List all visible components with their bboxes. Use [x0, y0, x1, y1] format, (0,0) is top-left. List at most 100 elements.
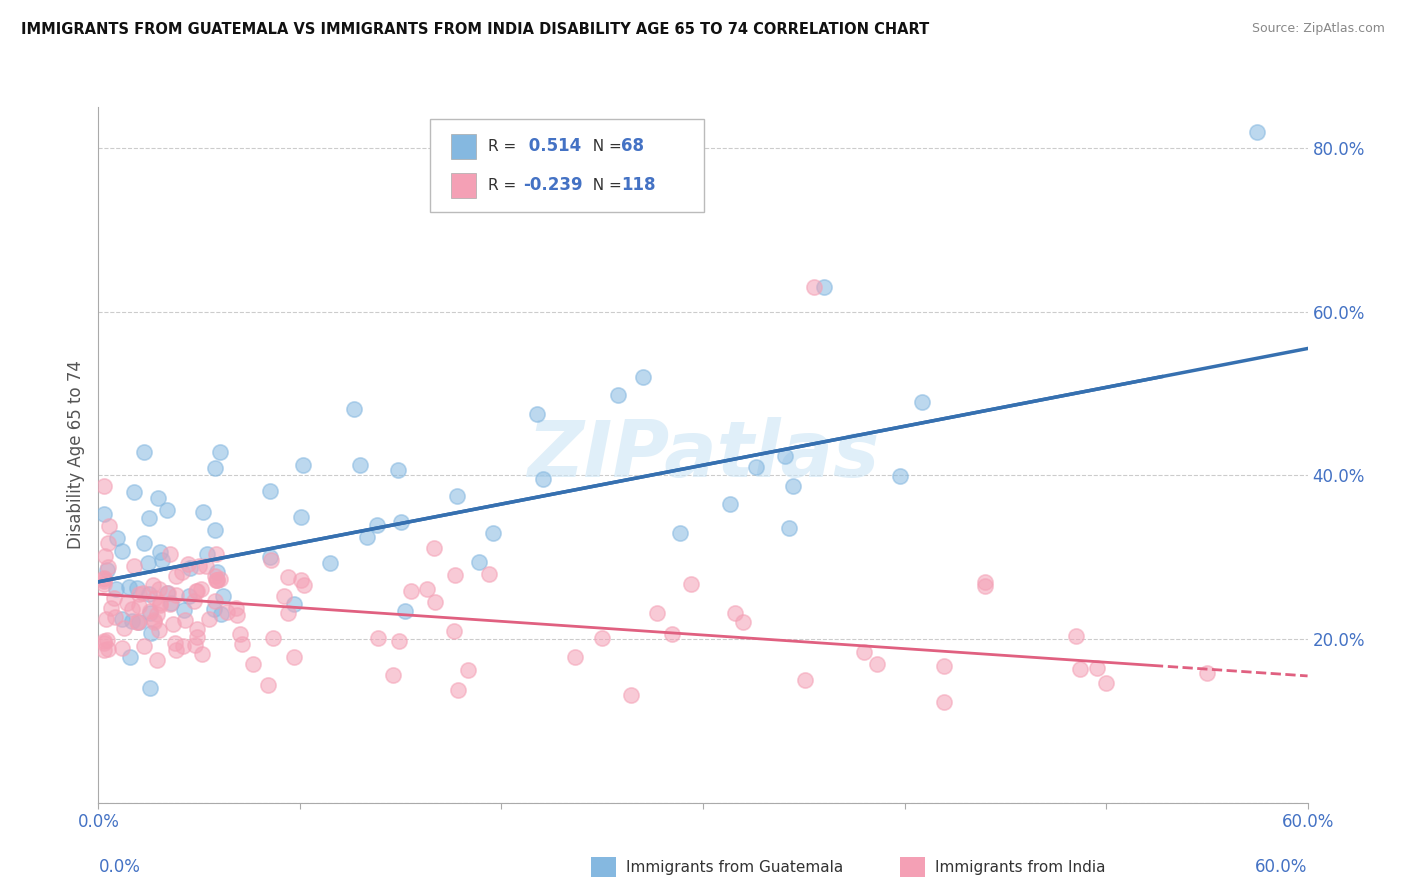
- Point: [468, 555, 491, 569]
- Point: [1064, 629, 1087, 643]
- Point: [290, 573, 312, 587]
- Point: [294, 578, 316, 592]
- Point: [160, 596, 183, 610]
- Point: [117, 596, 139, 610]
- Point: [803, 280, 825, 294]
- Point: [478, 567, 501, 582]
- Point: [96, 633, 118, 648]
- Point: [290, 510, 312, 524]
- Point: [145, 653, 167, 667]
- Point: [198, 612, 221, 626]
- Point: [283, 597, 305, 611]
- Point: [93, 577, 115, 591]
- Point: [128, 587, 150, 601]
- Point: [778, 521, 800, 535]
- Text: N =: N =: [583, 138, 627, 153]
- Point: [105, 532, 128, 546]
- Point: [229, 627, 252, 641]
- Point: [172, 639, 194, 653]
- Point: [93, 572, 115, 586]
- Point: [205, 565, 228, 579]
- Point: [259, 550, 281, 565]
- Point: [277, 570, 299, 584]
- Point: [188, 558, 211, 573]
- Point: [423, 595, 446, 609]
- Point: [668, 526, 690, 541]
- Point: [209, 607, 232, 621]
- Point: [718, 497, 741, 511]
- Point: [207, 574, 229, 588]
- Point: [125, 581, 148, 595]
- Point: [457, 664, 479, 678]
- Point: [143, 615, 166, 630]
- Point: [132, 639, 155, 653]
- Point: [343, 401, 366, 416]
- Point: [179, 561, 201, 575]
- Point: [1246, 125, 1268, 139]
- Point: [591, 631, 613, 645]
- Point: [416, 582, 439, 596]
- Point: [93, 643, 115, 657]
- Point: [225, 608, 247, 623]
- Point: [974, 574, 997, 589]
- Point: [146, 491, 169, 505]
- Point: [974, 579, 997, 593]
- Point: [194, 559, 217, 574]
- Point: [138, 587, 160, 601]
- Point: [318, 557, 340, 571]
- Point: [149, 599, 172, 613]
- Point: [118, 650, 141, 665]
- Point: [205, 574, 228, 588]
- Point: [204, 569, 226, 583]
- Point: [96, 563, 118, 577]
- Point: [97, 536, 120, 550]
- Point: [148, 582, 170, 596]
- Point: [134, 536, 156, 550]
- Point: [128, 599, 150, 613]
- Point: [388, 633, 411, 648]
- Point: [526, 407, 548, 421]
- Point: [93, 549, 115, 564]
- Point: [273, 589, 295, 603]
- Point: [97, 641, 120, 656]
- Point: [775, 449, 797, 463]
- Point: [401, 584, 423, 599]
- Point: [184, 639, 207, 653]
- Point: [191, 505, 214, 519]
- Point: [366, 517, 388, 532]
- Point: [932, 695, 955, 709]
- Point: [292, 458, 315, 473]
- Point: [104, 609, 127, 624]
- Point: [176, 557, 198, 571]
- Point: [165, 588, 187, 602]
- Point: [911, 395, 934, 409]
- Point: [259, 483, 281, 498]
- Point: [121, 602, 143, 616]
- Point: [349, 458, 371, 473]
- Point: [150, 552, 173, 566]
- Point: [793, 673, 815, 687]
- Point: [172, 565, 194, 579]
- Point: [208, 445, 231, 459]
- Point: [132, 586, 155, 600]
- Point: [118, 580, 141, 594]
- Text: Source: ZipAtlas.com: Source: ZipAtlas.com: [1251, 22, 1385, 36]
- Point: [446, 682, 468, 697]
- Point: [733, 615, 755, 629]
- Text: Immigrants from Guatemala: Immigrants from Guatemala: [626, 860, 844, 874]
- Text: 68: 68: [621, 137, 644, 155]
- Point: [93, 636, 115, 650]
- Point: [112, 621, 135, 635]
- Point: [204, 461, 226, 475]
- Point: [231, 637, 253, 651]
- Point: [127, 615, 149, 629]
- Point: [186, 583, 208, 598]
- Point: [183, 593, 205, 607]
- Point: [122, 485, 145, 500]
- Point: [93, 574, 115, 588]
- Point: [423, 541, 446, 556]
- Point: [204, 523, 226, 537]
- Point: [367, 631, 389, 645]
- Point: [647, 607, 669, 621]
- Point: [260, 553, 283, 567]
